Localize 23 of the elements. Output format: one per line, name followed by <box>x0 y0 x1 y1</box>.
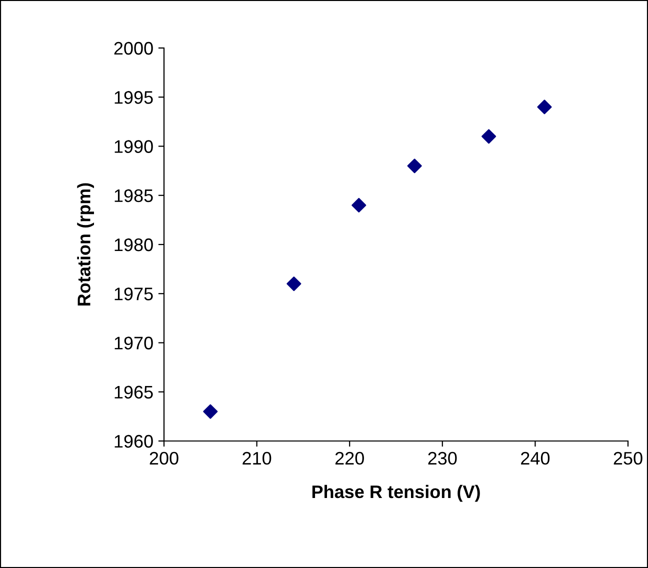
y-tick-label: 1970 <box>114 336 153 350</box>
x-axis-title: Phase R tension (V) <box>312 484 480 502</box>
x-tick-label: 210 <box>242 452 272 465</box>
x-tick-label: 230 <box>428 452 457 465</box>
x-tick-label: 250 <box>614 452 642 465</box>
point <box>537 100 552 114</box>
point <box>203 404 218 419</box>
y-tick-label: 2000 <box>114 42 153 55</box>
x-tick-label: 240 <box>521 452 550 465</box>
y-tick-label: 1985 <box>114 189 153 202</box>
y-tick-label: 1975 <box>114 288 153 300</box>
y-axis-title: Rotation (rpm) <box>77 183 94 306</box>
point <box>352 198 366 212</box>
point <box>482 129 496 144</box>
y-tick-label: 1990 <box>114 140 153 153</box>
x-tick-label: 220 <box>335 452 364 465</box>
y-tick-label: 1960 <box>114 434 153 448</box>
y-tick-label: 1965 <box>114 386 153 399</box>
point <box>407 158 422 174</box>
point <box>286 276 302 292</box>
y-tick-label: 1995 <box>114 91 153 104</box>
x-tick-label: 200 <box>150 452 178 465</box>
y-tick-label: 1980 <box>114 238 153 252</box>
